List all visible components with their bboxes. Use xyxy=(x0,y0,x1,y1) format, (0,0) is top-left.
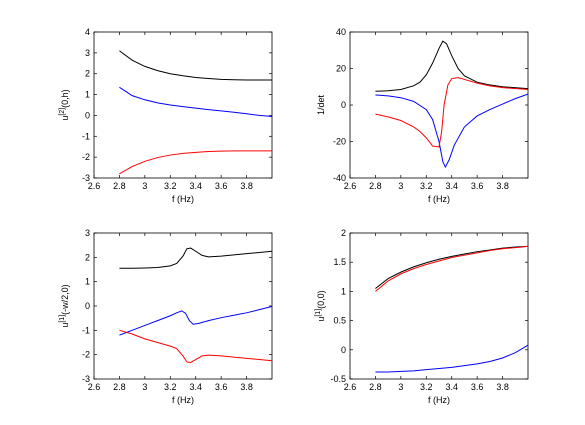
y-tick-label: 2 xyxy=(85,252,90,262)
x-axis-label: f (Hz) xyxy=(172,395,194,405)
y-tick-label: -3 xyxy=(82,173,90,183)
y-tick-label: 2 xyxy=(341,228,346,238)
x-tick-label: 3.4 xyxy=(445,181,458,191)
y-tick-label: 40 xyxy=(336,27,346,37)
x-tick-label: 2.6 xyxy=(344,382,357,392)
subplot-4: 2.6 2.8 3 3.2 3.4 3.6 3.8 -0.5 0 0.5 1 1.5 2 f (Hz) u[… xyxy=(315,228,529,405)
x-axis-label: f (Hz) xyxy=(428,395,450,405)
y-axis-label: u[1](0,0) xyxy=(315,290,326,321)
y-tick-label: 0 xyxy=(85,301,90,311)
y-tick-label: -1 xyxy=(82,131,90,141)
plot-area-frame xyxy=(93,232,273,380)
y-tick-label: 20 xyxy=(336,64,346,74)
x-tick-label: 3 xyxy=(398,382,403,392)
y-axis-label: u[2](0,h) xyxy=(59,89,70,120)
x-tick-label: 2.8 xyxy=(369,382,382,392)
x-tick-label: 3.2 xyxy=(420,181,433,191)
x-tick-label: 3.6 xyxy=(471,181,484,191)
series-line-2 xyxy=(119,306,272,336)
x-tick-label: 3.4 xyxy=(189,382,202,392)
series-line-3 xyxy=(375,344,528,373)
y-tick-label: 0 xyxy=(341,100,346,110)
y-tick-label: -0.5 xyxy=(330,374,346,384)
x-tick-label: 3 xyxy=(142,181,147,191)
x-axis-label: f (Hz) xyxy=(172,194,194,204)
y-tick-label: -2 xyxy=(82,350,90,360)
y-tick-label: -1 xyxy=(82,325,90,335)
x-tick-label: 2.8 xyxy=(369,181,382,191)
y-tick-label: 3 xyxy=(85,228,90,238)
y-tick-label: 2 xyxy=(85,69,90,79)
x-tick-label: 3.4 xyxy=(189,181,202,191)
y-tick-label: 3 xyxy=(85,48,90,58)
series-line-3 xyxy=(375,77,528,148)
y-tick-label: 1 xyxy=(341,286,346,296)
y-tick-label: 1 xyxy=(85,90,90,100)
x-tick-label: 3.4 xyxy=(445,382,458,392)
x-tick-label: 3.2 xyxy=(164,382,177,392)
x-tick-label: 3.6 xyxy=(215,181,228,191)
y-tick-label: 0 xyxy=(85,110,90,120)
plot-area-frame xyxy=(349,232,529,380)
x-tick-label: 2.6 xyxy=(344,181,357,191)
series-line-1 xyxy=(119,50,272,81)
y-axis-label: 1/det xyxy=(316,94,326,115)
x-tick-label: 3.6 xyxy=(215,382,228,392)
plot-area-frame xyxy=(93,31,273,179)
x-tick-label: 3.6 xyxy=(471,382,484,392)
y-tick-label: 1.5 xyxy=(333,257,346,267)
subplot-3: 2.6 2.8 3 3.2 3.4 3.6 3.8 -3 -2 -1 0 1 2 3 f (Hz) u[1](… xyxy=(59,228,273,405)
y-tick-label: 1 xyxy=(85,277,90,287)
x-tick-label: 3 xyxy=(142,382,147,392)
x-tick-label: 3.8 xyxy=(496,181,509,191)
series-line-2 xyxy=(119,86,272,117)
x-tick-label: 3.2 xyxy=(420,382,433,392)
x-tick-label: 2.6 xyxy=(88,181,101,191)
x-axis-label: f (Hz) xyxy=(428,194,450,204)
series-line-2 xyxy=(375,245,528,292)
x-tick-label: 2.8 xyxy=(113,382,126,392)
series-line-1 xyxy=(375,245,528,289)
series-line-3 xyxy=(119,329,272,363)
series-line-1 xyxy=(119,247,272,269)
series-line-1 xyxy=(375,40,528,92)
y-tick-label: -40 xyxy=(333,173,346,183)
series-line-3 xyxy=(119,150,272,175)
x-tick-label: 2.6 xyxy=(88,382,101,392)
y-tick-label: -2 xyxy=(82,152,90,162)
subplot-2: 2.6 2.8 3 3.2 3.4 3.6 3.8 -40 -20 0 20 40 f (Hz) 1/de… xyxy=(316,27,529,204)
y-tick-label: 4 xyxy=(85,27,90,37)
y-tick-label: -20 xyxy=(333,137,346,147)
y-axis-label: u[1](-w/2,0) xyxy=(59,284,70,327)
subplot-1: 2.6 2.8 3 3.2 3.4 3.6 3.8 -3 -2 -1 0 1 2 3 4 f (Hz) u[2]… xyxy=(59,27,273,204)
x-tick-label: 3 xyxy=(398,181,403,191)
x-tick-label: 3.8 xyxy=(496,382,509,392)
x-tick-label: 2.8 xyxy=(113,181,126,191)
series-line-2 xyxy=(375,93,528,169)
y-tick-label: 0 xyxy=(341,345,346,355)
x-tick-label: 3.8 xyxy=(240,181,253,191)
y-tick-label: -3 xyxy=(82,374,90,384)
x-tick-label: 3.2 xyxy=(164,181,177,191)
x-tick-label: 3.8 xyxy=(240,382,253,392)
y-tick-label: 0.5 xyxy=(333,316,346,326)
